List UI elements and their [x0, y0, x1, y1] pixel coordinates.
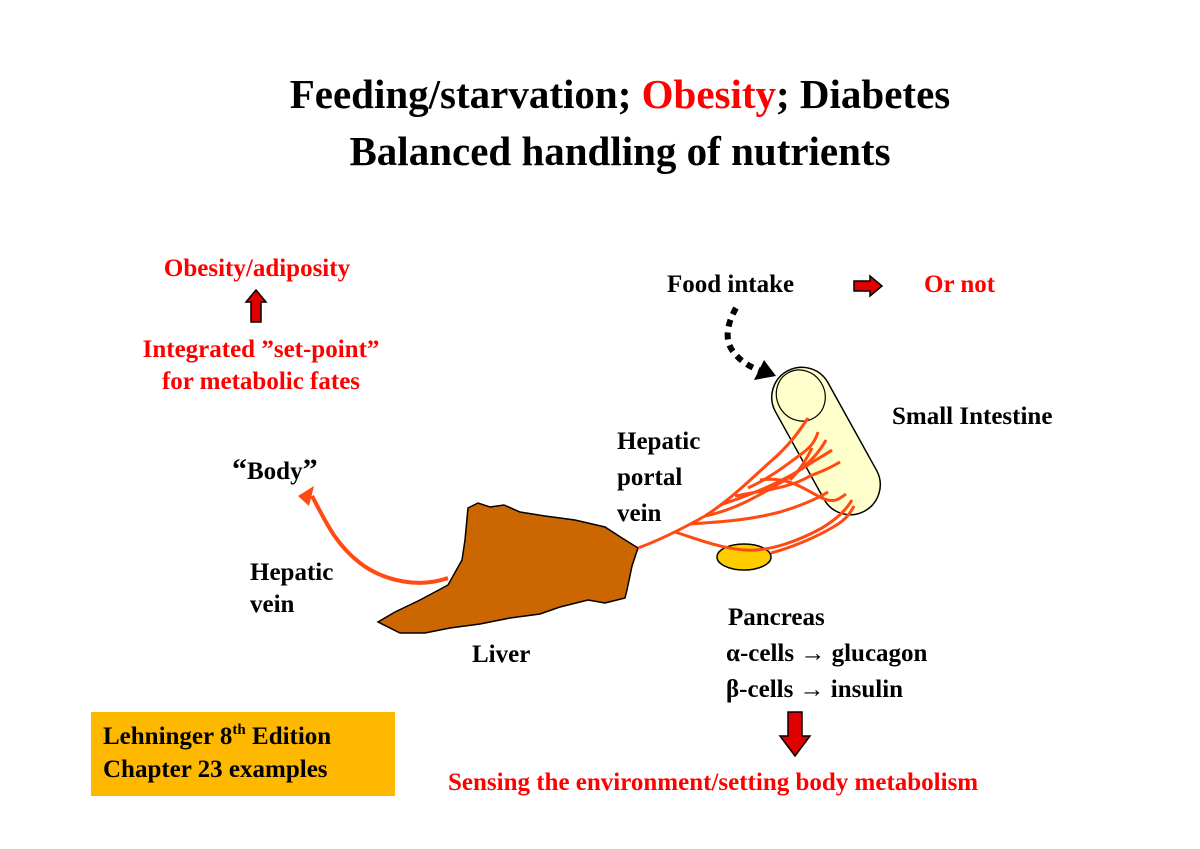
small-intestine-label: Small Intestine: [892, 403, 1053, 430]
body-close-quote: ”: [302, 453, 318, 486]
down-arrow-icon: [778, 711, 812, 758]
slide-title-line1: Feeding/starvation; Obesity; Diabetes: [0, 70, 1200, 118]
sensing-label: Sensing the environment/setting body met…: [448, 769, 979, 796]
portal-vein-label-line3: vein: [617, 500, 662, 527]
title-part-feeding: Feeding/starvation;: [289, 71, 642, 117]
alpha-cells-label: α-cells → glucagon: [726, 640, 928, 667]
source-line1: Lehninger 8th Edition: [103, 720, 395, 753]
hepatic-vein-arrowhead: [298, 486, 314, 506]
slide-title-line2: Balanced handling of nutrients: [349, 128, 891, 174]
pancreas-label: Pancreas: [728, 604, 825, 631]
food-intake-label: Food intake: [667, 271, 795, 298]
beta-cells-label: β-cells → insulin: [726, 676, 904, 703]
source-line2: Chapter 23 examples: [103, 756, 328, 783]
title-part-obesity: Obesity: [641, 71, 777, 117]
portal-vein-network: [637, 417, 856, 555]
food-intake-dashed-arrow: [724, 306, 765, 375]
source-edition: Edition: [245, 723, 332, 750]
source-citation-box: Lehninger 8th Edition Chapter 23 example…: [91, 712, 395, 796]
liver-label: Liver: [472, 641, 531, 668]
hepatic-vein-label-line2: vein: [250, 591, 295, 618]
portal-vein-label-line2: portal: [617, 464, 683, 491]
up-arrow-icon: [244, 288, 268, 323]
or-not-label: Or not: [924, 271, 996, 298]
source-edition-sup: th: [232, 722, 246, 738]
food-intake-arrowhead: [754, 360, 776, 380]
body-text: Body: [247, 458, 303, 485]
body-open-quote: “: [232, 453, 247, 486]
source-book: Lehninger 8: [103, 723, 233, 750]
setpoint-label-line2: for metabolic fates: [161, 368, 361, 395]
title-part-diabetes: ; Diabetes: [776, 71, 951, 117]
right-arrow-icon: [853, 274, 884, 298]
portal-vein-label-line1: Hepatic: [617, 428, 701, 455]
obesity-label: Obesity/adiposity: [163, 255, 351, 282]
hepatic-vein-label-line1: Hepatic: [250, 559, 334, 586]
setpoint-label-line1: Integrated ”set-point”: [142, 336, 380, 363]
hepatic-vein-vessel: [310, 495, 449, 585]
liver-shape: [376, 502, 639, 634]
body-label: “Body”: [232, 454, 318, 488]
